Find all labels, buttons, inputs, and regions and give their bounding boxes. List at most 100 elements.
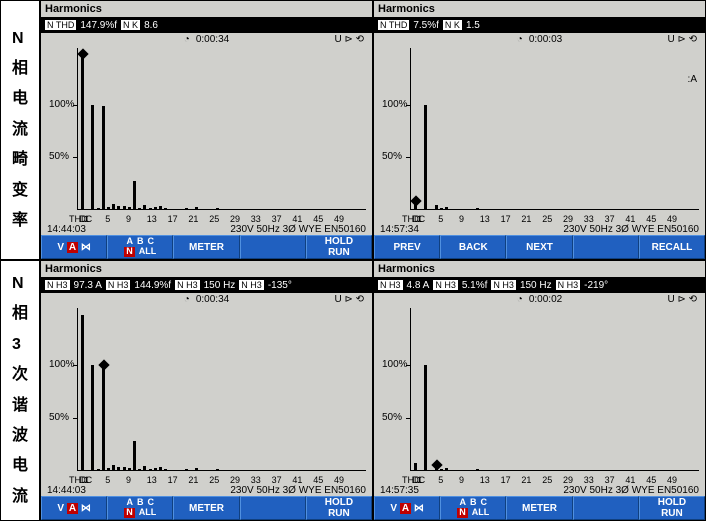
blank-button[interactable]: [573, 235, 639, 259]
blank-button[interactable]: [240, 496, 306, 520]
meter-button[interactable]: METER: [173, 496, 239, 520]
panel-title: Harmonics: [41, 1, 372, 17]
x-tick-label: 25: [209, 475, 219, 485]
x-tick-label: 29: [230, 475, 240, 485]
timestamp: 14:44:03: [47, 485, 86, 496]
header-chip: -219°: [584, 280, 608, 291]
harmonic-bar: [445, 468, 448, 471]
hold-run-button[interactable]: HOLDRUN: [306, 235, 372, 259]
header-chip: 147.9%f: [80, 20, 117, 31]
harmonic-bar: [149, 208, 152, 210]
hold-run-button[interactable]: HOLDRUN: [639, 496, 705, 520]
footer-info: 14:57:35230V 50Hz 3Ø WYE EN50160: [374, 485, 705, 496]
harmonic-bar: [91, 105, 94, 210]
x-tick-label: 13: [480, 214, 490, 224]
header-chip: N H3: [45, 280, 70, 290]
row-label-bottom: N相3次谐波电流: [0, 260, 40, 521]
y-tick-label: 50%: [49, 412, 69, 423]
x-tick-label: 49: [334, 214, 344, 224]
harmonic-bar: [112, 465, 115, 471]
time-row: ◔0:00:02U ⊳ ⟲: [374, 293, 705, 306]
x-tick-label: 5: [438, 214, 443, 224]
footer-info: 14:44:03230V 50Hz 3Ø WYE EN50160: [41, 485, 372, 496]
x-tick-label: 25: [542, 475, 552, 485]
abc-button[interactable]: ABCNALL: [107, 496, 173, 520]
harmonics-chart: 100%50%THDDC15913172125293337414549: [380, 306, 699, 485]
clock-icon: ◔: [517, 294, 523, 305]
harmonic-bar: [206, 209, 209, 210]
x-tick-label: 45: [313, 214, 323, 224]
harmonic-bar: [424, 105, 427, 210]
x-tick-label: 17: [168, 214, 178, 224]
back-button[interactable]: BACK: [440, 235, 506, 259]
x-tick-label: 17: [501, 214, 511, 224]
u-indicator: U ⊳ ⟲: [334, 34, 364, 45]
x-tick-label: 1: [417, 214, 422, 224]
cursor-diamond-icon: [98, 359, 109, 370]
header-chip: 144.9%f: [134, 280, 171, 291]
va-button[interactable]: V A ⋈: [41, 235, 107, 259]
header-chip: 1.5: [466, 20, 480, 31]
panel-title: Harmonics: [374, 1, 705, 17]
va-button[interactable]: V A ⋈: [374, 496, 440, 520]
x-tick-label: 37: [272, 475, 282, 485]
next-button[interactable]: NEXT: [506, 235, 572, 259]
row-label-top: N相电流畸变率: [0, 0, 40, 260]
x-tick-label: 49: [667, 214, 677, 224]
timestamp: 14:57:34: [380, 224, 419, 235]
hold-run-button[interactable]: HOLDRUN: [306, 496, 372, 520]
x-tick-label: 49: [667, 475, 677, 485]
header-chip: N H3: [556, 280, 581, 290]
x-tick-label: 1: [84, 214, 89, 224]
softkey-bar: V A ⋈ABCNALLMETER HOLDRUN: [374, 496, 705, 520]
meter-button[interactable]: METER: [173, 235, 239, 259]
prev-button[interactable]: PREV: [374, 235, 440, 259]
x-tick-label: 17: [168, 475, 178, 485]
x-tick-label: 5: [105, 214, 110, 224]
blank-button[interactable]: [240, 235, 306, 259]
x-tick-label: 25: [209, 214, 219, 224]
header-bar: N H34.8 AN H35.1%fN H3150 HzN H3-219°: [374, 277, 705, 293]
harmonic-bar: [138, 208, 141, 210]
harmonic-bar: [206, 470, 209, 471]
harmonic-bar: [154, 468, 157, 471]
recall-button[interactable]: RECALL: [639, 235, 705, 259]
blank-button[interactable]: [573, 496, 639, 520]
header-chip: 4.8 A: [407, 280, 430, 291]
harmonic-bar: [97, 469, 100, 471]
harmonic-bar: [216, 208, 219, 210]
time-row: ◔0:00:03U ⊳ ⟲: [374, 33, 705, 46]
harmonic-bar: [237, 209, 240, 210]
harmonic-bar: [128, 207, 131, 210]
harmonic-bar: [133, 181, 136, 210]
abc-button[interactable]: ABCNALL: [440, 496, 506, 520]
x-tick-label: 21: [521, 475, 531, 485]
harmonic-bar: [445, 207, 448, 210]
harmonic-bar: [195, 468, 198, 471]
x-tick-label: 33: [251, 214, 261, 224]
harmonic-bar: [102, 106, 105, 210]
harmonic-bar: [91, 365, 94, 471]
footer-info: 14:57:34230V 50Hz 3Ø WYE EN50160: [374, 224, 705, 235]
harmonic-bar: [508, 470, 511, 471]
config-text: 230V 50Hz 3Ø WYE EN50160: [563, 485, 699, 496]
harmonic-bar: [175, 209, 178, 210]
harmonic-bar: [159, 206, 162, 210]
abc-button[interactable]: ABCNALL: [107, 235, 173, 259]
x-tick-label: 13: [147, 475, 157, 485]
meter-button[interactable]: METER: [506, 496, 572, 520]
harmonic-bar: [107, 207, 110, 210]
harmonic-bar: [159, 467, 162, 471]
y-tick-label: 50%: [49, 151, 69, 162]
header-chip: N K: [443, 20, 462, 30]
harmonic-bar: [81, 55, 84, 210]
u-indicator: U ⊳ ⟲: [667, 294, 697, 305]
x-tick-label: 9: [126, 214, 131, 224]
harmonic-bar: [440, 469, 443, 471]
header-chip: N H3: [239, 280, 264, 290]
harmonic-bar: [117, 467, 120, 471]
header-bar: N THD7.5%fN K1.5: [374, 17, 705, 33]
va-button[interactable]: V A ⋈: [41, 496, 107, 520]
harmonic-bar: [133, 441, 136, 471]
harmonic-bar: [185, 208, 188, 210]
